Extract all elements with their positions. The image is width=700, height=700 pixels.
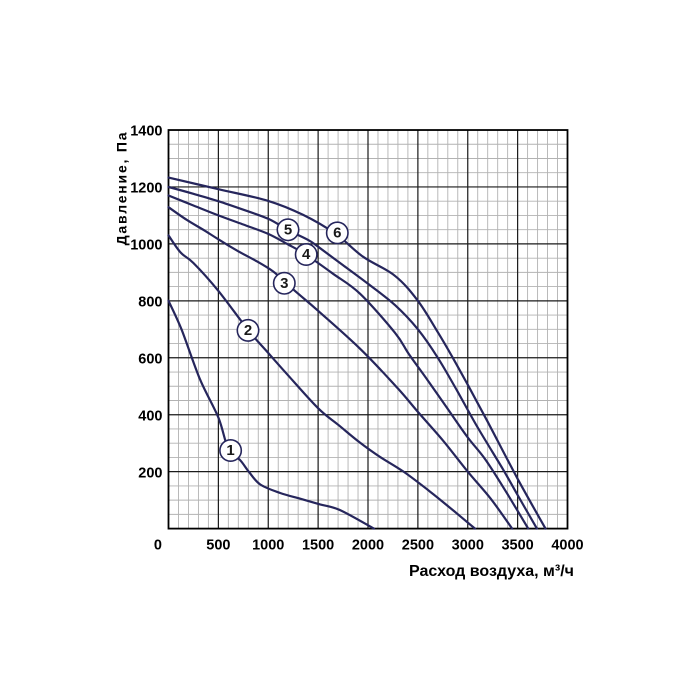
svg-text:Расход воздуха, м³/ч: Расход воздуха, м³/ч [409,563,574,580]
svg-text:2: 2 [244,322,252,339]
svg-text:600: 600 [138,351,162,367]
svg-text:3500: 3500 [501,538,533,554]
svg-text:400: 400 [138,408,162,424]
svg-text:6: 6 [333,225,341,242]
svg-text:1200: 1200 [130,181,162,197]
svg-text:2500: 2500 [402,538,434,554]
svg-text:Давление, Па: Давление, Па [114,131,130,246]
svg-text:5: 5 [284,222,292,239]
svg-text:2000: 2000 [352,538,384,554]
svg-text:4000: 4000 [551,538,583,554]
svg-text:1000: 1000 [130,238,162,254]
svg-text:200: 200 [138,465,162,481]
svg-text:3: 3 [280,275,288,292]
svg-text:1000: 1000 [252,538,284,554]
svg-text:4: 4 [302,246,311,263]
svg-text:1500: 1500 [302,538,334,554]
svg-text:0: 0 [154,538,162,554]
svg-text:3000: 3000 [452,538,484,554]
svg-text:800: 800 [138,294,162,310]
svg-text:500: 500 [206,538,230,554]
svg-text:1: 1 [226,442,234,459]
svg-text:1400: 1400 [130,124,162,140]
